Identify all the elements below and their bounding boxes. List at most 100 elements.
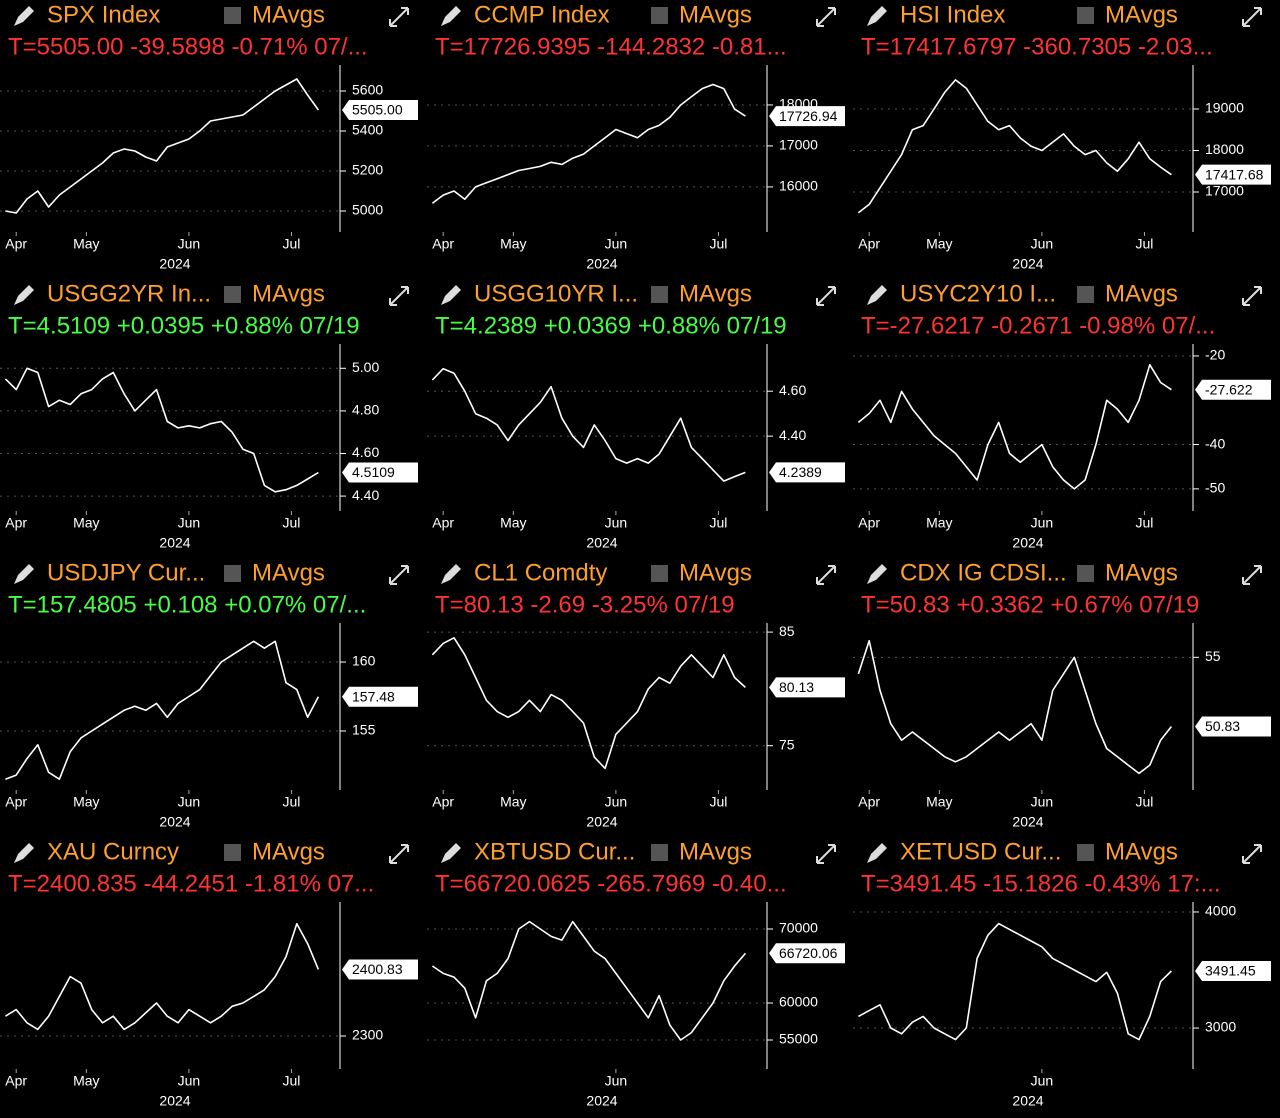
y-tick-label: 5600 xyxy=(352,82,383,98)
mavgs-label: MAvgs xyxy=(679,838,752,865)
y-tick-label: 70000 xyxy=(779,920,818,936)
expand-icon[interactable] xyxy=(389,7,409,27)
mavgs-checkbox[interactable] xyxy=(651,565,668,582)
expand-icon[interactable] xyxy=(1242,286,1262,306)
x-tick-label: Apr xyxy=(858,515,880,531)
expand-icon[interactable] xyxy=(389,565,409,585)
expand-icon[interactable] xyxy=(816,844,836,864)
mavgs-checkbox[interactable] xyxy=(1077,565,1094,582)
quote-line: T=17726.9395 -144.2832 -0.81... xyxy=(435,33,787,60)
y-tick-label: 5.00 xyxy=(352,359,379,375)
x-tick-label: Apr xyxy=(858,236,880,252)
y-tick-label: 60000 xyxy=(779,994,818,1010)
x-tick-label: Jun xyxy=(605,1073,628,1089)
mavgs-checkbox[interactable] xyxy=(224,286,241,303)
pencil-icon xyxy=(441,564,461,584)
x-axis-year: 2024 xyxy=(1012,256,1043,272)
mavgs-checkbox[interactable] xyxy=(651,286,668,303)
last-value-label: 66720.06 xyxy=(779,945,838,961)
mavgs-label: MAvgs xyxy=(679,559,752,586)
pencil-icon xyxy=(441,843,461,863)
pencil-icon xyxy=(867,564,887,584)
expand-icon[interactable] xyxy=(816,7,836,27)
mavgs-label: MAvgs xyxy=(1105,1,1178,28)
last-value-box xyxy=(1195,960,1271,981)
price-line xyxy=(5,78,320,214)
mavgs-checkbox[interactable] xyxy=(651,7,668,24)
last-value-label: 4.2389 xyxy=(779,464,822,480)
y-tick-label: 4.40 xyxy=(779,427,806,443)
pencil-icon xyxy=(867,6,887,26)
last-value-label: 80.13 xyxy=(779,679,814,695)
mavgs-label: MAvgs xyxy=(252,838,325,865)
mavgs-checkbox[interactable] xyxy=(224,565,241,582)
last-value-box xyxy=(1195,716,1271,737)
x-tick-label: May xyxy=(500,236,526,252)
x-axis-year: 2024 xyxy=(1012,535,1043,551)
mavgs-label: MAvgs xyxy=(1105,559,1178,586)
y-tick-label: 19000 xyxy=(1205,100,1244,116)
y-tick-label: 17000 xyxy=(779,137,818,153)
last-value-box xyxy=(342,462,418,483)
expand-icon[interactable] xyxy=(1242,7,1262,27)
y-tick-label: 155 xyxy=(352,722,376,738)
quote-line: T=157.4805 +0.108 +0.07% 07/... xyxy=(8,591,366,618)
quote-line: T=80.13 -2.69 -3.25% 07/19 xyxy=(435,591,735,618)
y-tick-label: 4.40 xyxy=(352,487,379,503)
x-tick-label: Apr xyxy=(5,515,27,531)
last-value-label: 157.48 xyxy=(352,688,395,704)
panel-title: USDJPY Cur... xyxy=(47,559,205,586)
y-tick-label: 4.60 xyxy=(352,444,379,460)
x-tick-label: May xyxy=(926,515,952,531)
expand-icon[interactable] xyxy=(1242,565,1262,585)
pencil-icon xyxy=(14,285,34,305)
price-line xyxy=(431,367,746,482)
panel-title: XAU Curncy xyxy=(47,838,179,865)
last-value-label: -27.622 xyxy=(1205,381,1253,397)
x-axis-year: 2024 xyxy=(159,256,190,272)
price-line xyxy=(857,639,1173,775)
panel-title: SPX Index xyxy=(47,1,160,28)
mavgs-checkbox[interactable] xyxy=(1077,7,1094,24)
x-axis-year: 2024 xyxy=(1012,1093,1043,1109)
x-tick-label: Jul xyxy=(282,515,300,531)
y-tick-label: 160 xyxy=(352,653,376,669)
x-tick-label: Jul xyxy=(709,236,727,252)
quote-line: T=4.5109 +0.0395 +0.88% 07/19 xyxy=(8,312,360,339)
x-tick-label: Apr xyxy=(858,794,880,810)
x-tick-label: Jul xyxy=(282,1073,300,1089)
panel-title: USGG10YR I... xyxy=(474,280,638,307)
last-value-label: 50.83 xyxy=(1205,718,1240,734)
x-tick-label: Jun xyxy=(1031,236,1054,252)
x-tick-label: Jul xyxy=(1135,515,1153,531)
y-tick-label: 4000 xyxy=(1205,903,1236,919)
x-tick-label: Jul xyxy=(1135,794,1153,810)
y-tick-label: 16000 xyxy=(779,178,818,194)
mavgs-label: MAvgs xyxy=(252,559,325,586)
expand-icon[interactable] xyxy=(389,286,409,306)
price-line xyxy=(857,364,1172,490)
quote-line: T=2400.835 -44.2451 -1.81% 07... xyxy=(8,870,374,897)
y-tick-label: 75 xyxy=(779,736,795,752)
x-tick-label: Jun xyxy=(178,1073,201,1089)
last-value-box xyxy=(1195,164,1271,185)
mavgs-checkbox[interactable] xyxy=(224,7,241,24)
expand-icon[interactable] xyxy=(816,286,836,306)
panel-title: CDX IG CDSI... xyxy=(900,559,1067,586)
mavgs-checkbox[interactable] xyxy=(651,844,668,861)
mavgs-checkbox[interactable] xyxy=(224,844,241,861)
mavgs-checkbox[interactable] xyxy=(1077,286,1094,303)
quote-line: T=50.83 +0.3362 +0.67% 07/19 xyxy=(861,591,1199,618)
last-value-box xyxy=(342,686,418,707)
x-tick-label: May xyxy=(73,515,99,531)
expand-icon[interactable] xyxy=(389,844,409,864)
x-tick-label: May xyxy=(73,794,99,810)
y-tick-label: 4.80 xyxy=(352,402,379,418)
x-tick-label: Jul xyxy=(282,236,300,252)
last-value-label: 2400.83 xyxy=(352,961,403,977)
expand-icon[interactable] xyxy=(816,565,836,585)
x-tick-label: Jun xyxy=(605,236,628,252)
expand-icon[interactable] xyxy=(1242,844,1262,864)
x-axis-year: 2024 xyxy=(159,535,190,551)
mavgs-checkbox[interactable] xyxy=(1077,844,1094,861)
